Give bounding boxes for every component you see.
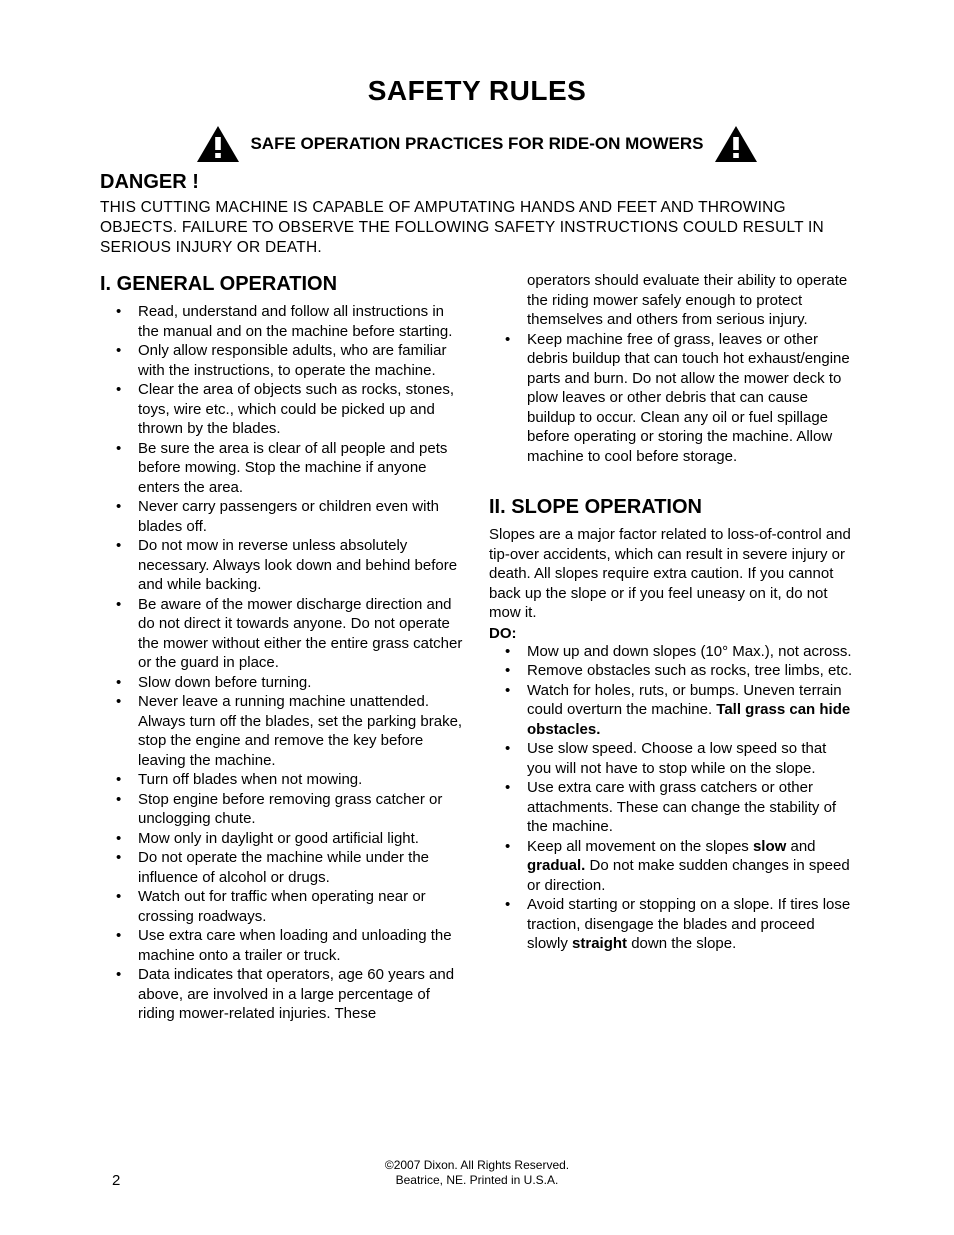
list-item: Turn off blades when not mowing. (122, 770, 465, 790)
list-item: Never carry passengers or children even … (122, 497, 465, 536)
content-columns: I. GENERAL OPERATION Read, understand an… (100, 271, 854, 1024)
list-item: Watch out for traffic when operating nea… (122, 887, 465, 926)
do-label: DO: (489, 625, 854, 642)
list-item: Avoid starting or stopping on a slope. I… (511, 895, 854, 954)
list-item: Be sure the area is clear of all people … (122, 439, 465, 498)
list-item: Read, understand and follow all instruct… (122, 302, 465, 341)
list-item: Watch for holes, ruts, or bumps. Uneven … (511, 681, 854, 740)
list-item: Use extra care when loading and unloadin… (122, 926, 465, 965)
list-item: Only allow responsible adults, who are f… (122, 341, 465, 380)
list-item: Use slow speed. Choose a low speed so th… (511, 739, 854, 778)
section1-list: Read, understand and follow all instruct… (100, 302, 465, 1024)
right-column: operators should evaluate their ability … (489, 271, 854, 1024)
subtitle-text: SAFE OPERATION PRACTICES FOR RIDE-ON MOW… (250, 134, 703, 154)
footer-line2: Beatrice, NE. Printed in U.S.A. (100, 1173, 854, 1189)
list-item: Do not mow in reverse unless absolutely … (122, 536, 465, 595)
warning-icon (196, 125, 240, 163)
section2-heading: II. SLOPE OPERATION (489, 496, 854, 519)
list-item: Do not operate the machine while under t… (122, 848, 465, 887)
list-item: Clear the area of objects such as rocks,… (122, 380, 465, 439)
list-item: Be aware of the mower discharge directio… (122, 595, 465, 673)
list-item: Mow up and down slopes (10° Max.), not a… (511, 642, 854, 662)
list-item: Never leave a running machine unattended… (122, 692, 465, 770)
list-item: Keep all movement on the slopes slow and… (511, 837, 854, 896)
list-item: Data indicates that operators, age 60 ye… (122, 965, 465, 1024)
section1-cont-list: Keep machine free of grass, leaves or ot… (489, 330, 854, 467)
warning-icon (714, 125, 758, 163)
list-item: Mow only in daylight or good artificial … (122, 829, 465, 849)
list-item: Stop engine before removing grass catche… (122, 790, 465, 829)
section2-intro: Slopes are a major factor related to los… (489, 525, 854, 623)
section1-continuation: operators should evaluate their ability … (489, 271, 854, 330)
subtitle-banner: SAFE OPERATION PRACTICES FOR RIDE-ON MOW… (100, 125, 854, 163)
list-item: Slow down before turning. (122, 673, 465, 693)
danger-body: THIS CUTTING MACHINE IS CAPABLE OF AMPUT… (100, 198, 854, 257)
page-number: 2 (112, 1172, 120, 1189)
list-item: Keep machine free of grass, leaves or ot… (511, 330, 854, 467)
footer: ©2007 Dixon. All Rights Reserved. Beatri… (100, 1158, 854, 1189)
list-item: Remove obstacles such as rocks, tree lim… (511, 661, 854, 681)
section1-heading: I. GENERAL OPERATION (100, 273, 465, 296)
section2-do-list: Mow up and down slopes (10° Max.), not a… (489, 642, 854, 954)
footer-line1: ©2007 Dixon. All Rights Reserved. (100, 1158, 854, 1174)
page-title: SAFETY RULES (100, 75, 854, 107)
list-item: Use extra care with grass catchers or ot… (511, 778, 854, 837)
left-column: I. GENERAL OPERATION Read, understand an… (100, 271, 465, 1024)
danger-heading: DANGER ! (100, 171, 854, 194)
